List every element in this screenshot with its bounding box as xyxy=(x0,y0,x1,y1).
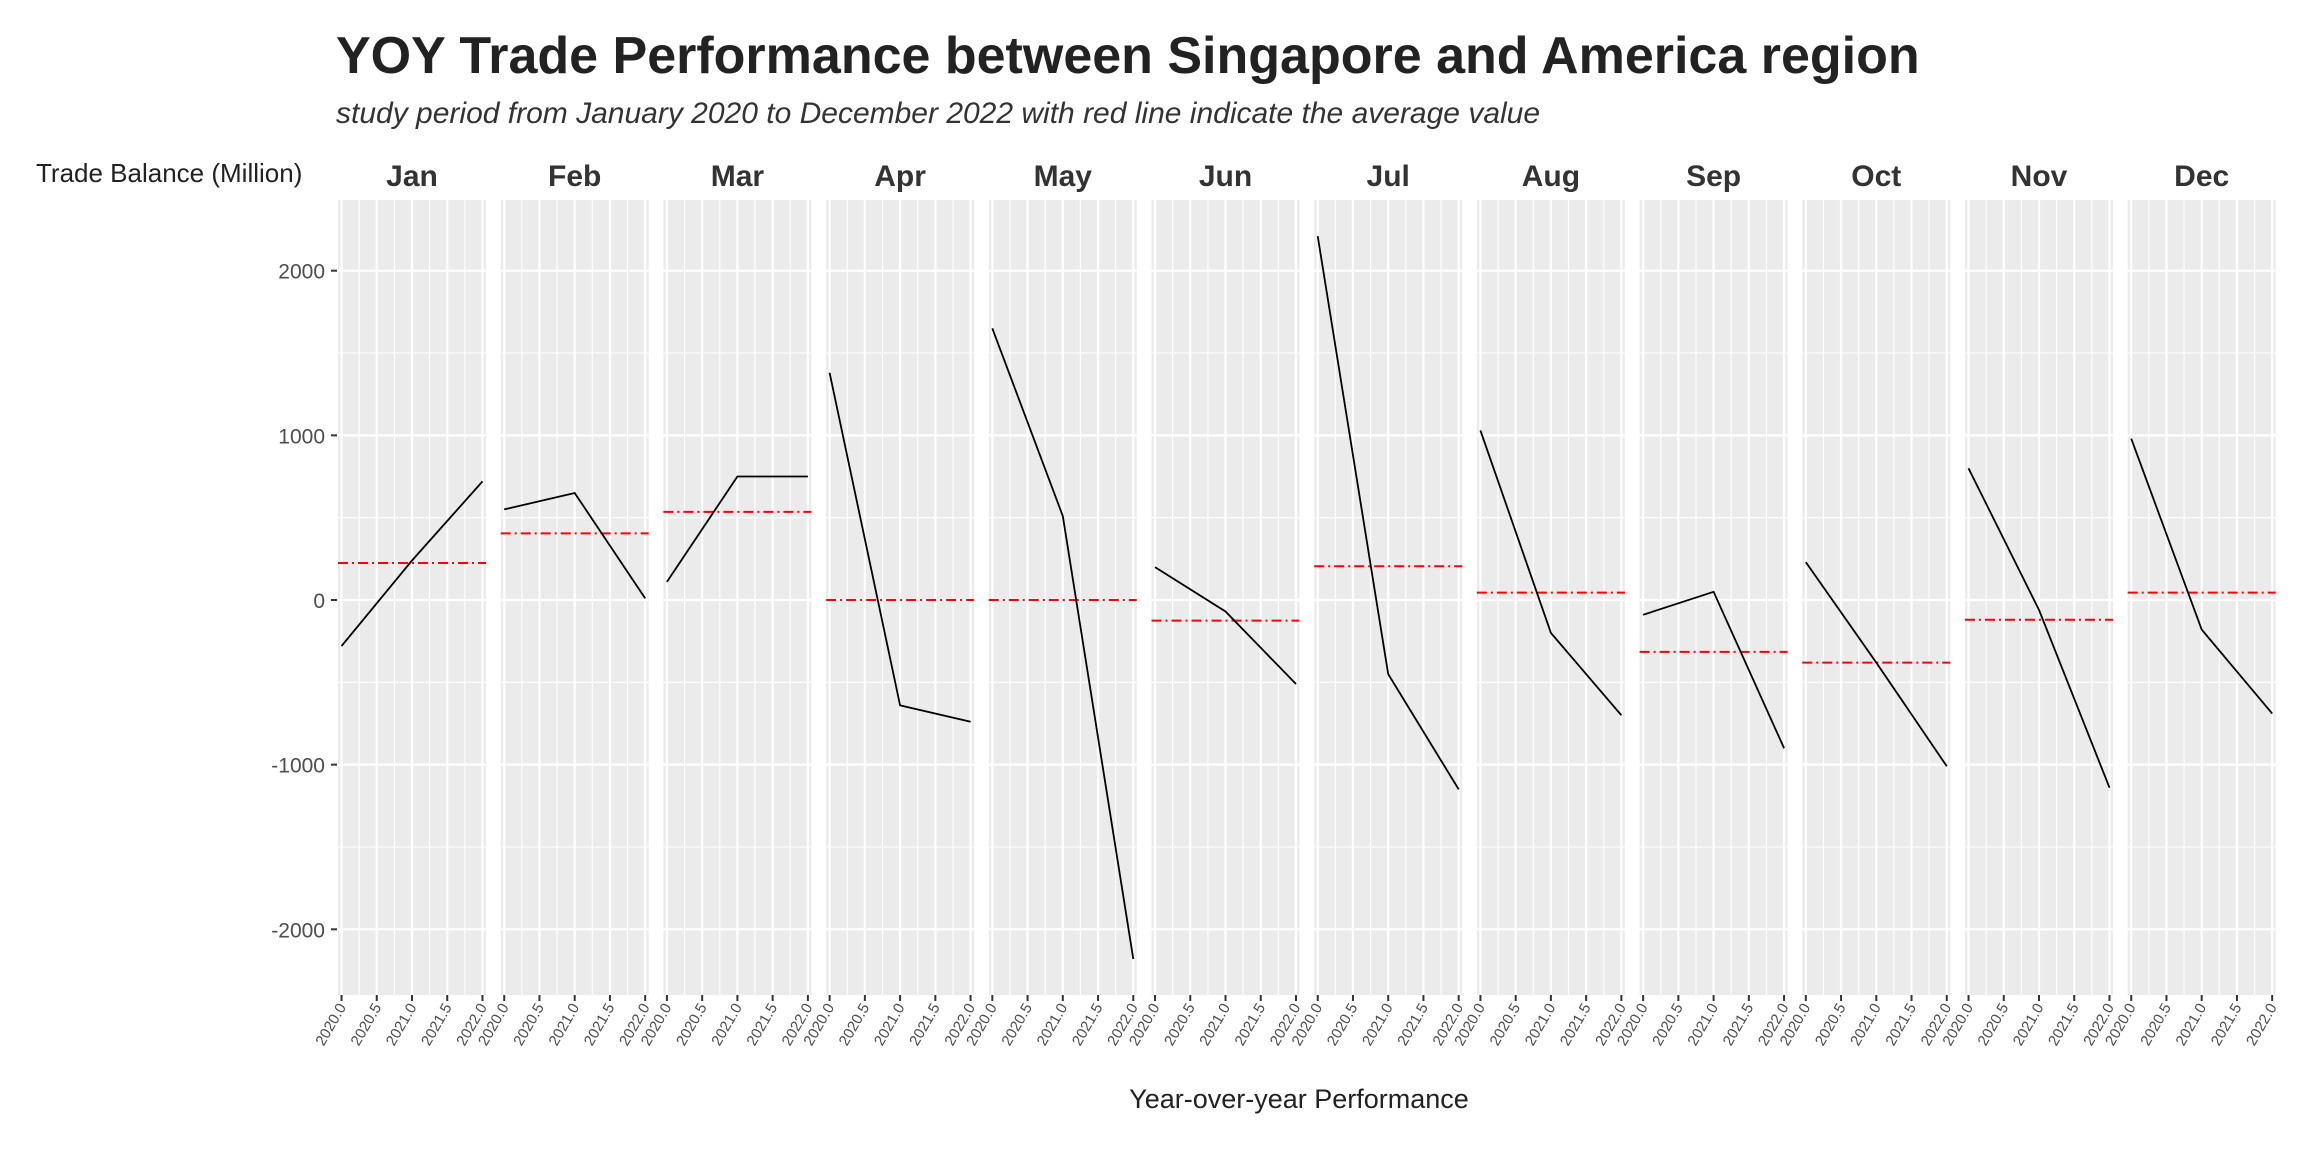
facet-label: Aug xyxy=(1522,160,1580,193)
facet-label: Feb xyxy=(548,160,601,193)
x-tick-label: 2020.0 xyxy=(312,1001,350,1049)
y-tick-label: 2000 xyxy=(278,261,325,284)
facet-label: Oct xyxy=(1851,160,1901,193)
facet-label: Jan xyxy=(386,160,438,193)
x-tick-label: 2021.0 xyxy=(2172,1001,2210,1049)
x-tick-label: 2020.5 xyxy=(1486,1001,1524,1049)
x-tick-label: 2020.5 xyxy=(1975,1001,2013,1049)
x-tick-label: 2021.5 xyxy=(743,1001,781,1049)
x-tick-label: 2020.5 xyxy=(836,1001,874,1049)
series-line xyxy=(991,327,1135,960)
x-tick-label: 2021.5 xyxy=(2045,1001,2083,1049)
x-tick-label: 2021.0 xyxy=(1684,1001,1722,1049)
x-tick-label: 2021.0 xyxy=(383,1001,421,1049)
x-tick-label: 2022.0 xyxy=(2243,1001,2281,1049)
y-tick-label: 0 xyxy=(313,590,325,613)
x-tick-label: 2021.0 xyxy=(1359,1001,1397,1049)
series-line xyxy=(1967,467,2111,789)
chart-subtitle: study period from January 2020 to Decemb… xyxy=(336,97,1541,130)
facet-label: Mar xyxy=(711,160,765,193)
x-axis-label: Year-over-year Performance xyxy=(1129,1084,1469,1114)
series-line xyxy=(340,480,484,647)
x-tick-label: 2021.5 xyxy=(581,1001,619,1049)
x-tick-label: 2021.0 xyxy=(1196,1001,1234,1049)
y-tick-label: -2000 xyxy=(271,919,325,942)
x-tick-label: 2021.5 xyxy=(418,1001,456,1049)
series-line xyxy=(828,372,971,723)
x-tick-label: 2021.0 xyxy=(545,1001,583,1049)
facet-label: Nov xyxy=(2011,160,2068,193)
x-tick-label: 2020.5 xyxy=(348,1001,386,1049)
series-line xyxy=(666,475,808,583)
x-tick-label: 2021.0 xyxy=(708,1001,746,1049)
facet-label: Jun xyxy=(1199,160,1252,193)
series-line xyxy=(1316,235,1460,790)
y-tick-label: 1000 xyxy=(278,425,325,448)
x-tick-label: 2020.5 xyxy=(998,1001,1036,1049)
series-line xyxy=(1154,566,1297,685)
x-tick-label: 2021.5 xyxy=(1232,1001,1270,1049)
x-tick-label: 2021.5 xyxy=(906,1001,944,1049)
series-line xyxy=(1805,561,1948,767)
x-tick-label: 2021.5 xyxy=(1069,1001,1107,1049)
x-tick-label: 2020.5 xyxy=(1324,1001,1362,1049)
x-tick-label: 2021.5 xyxy=(1394,1001,1432,1049)
x-tick-label: 2021.0 xyxy=(1847,1001,1885,1049)
x-tick-label: 2020.5 xyxy=(1161,1001,1199,1049)
x-tick-label: 2020.5 xyxy=(673,1001,711,1049)
x-tick-label: 2021.5 xyxy=(1882,1001,1920,1049)
x-tick-label: 2021.5 xyxy=(1557,1001,1595,1049)
x-tick-label: 2020.5 xyxy=(510,1001,548,1049)
facet-label: May xyxy=(1034,160,1093,193)
x-tick-label: 2021.0 xyxy=(871,1001,909,1049)
x-tick-label: 2021.0 xyxy=(1522,1001,1560,1049)
y-tick-label: -1000 xyxy=(271,755,325,778)
x-tick-label: 2020.5 xyxy=(1812,1001,1850,1049)
x-tick-label: 2021.5 xyxy=(2208,1001,2246,1049)
x-tick-label: 2021.0 xyxy=(1034,1001,1072,1049)
y-axis-label: Trade Balance (Million) xyxy=(36,158,303,188)
facet-label: Apr xyxy=(874,160,926,193)
facet-label: Dec xyxy=(2174,160,2229,193)
series-line xyxy=(1642,590,1785,749)
series-line xyxy=(1479,430,1623,716)
facet-label: Jul xyxy=(1367,160,1410,193)
x-tick-label: 2021.5 xyxy=(1720,1001,1758,1049)
x-tick-label: 2020.5 xyxy=(2137,1001,2175,1049)
x-tick-label: 2020.5 xyxy=(1649,1001,1687,1049)
series-line xyxy=(2130,438,2273,715)
x-tick-label: 2021.0 xyxy=(2010,1001,2048,1049)
series-line xyxy=(503,491,646,599)
chart-title: YOY Trade Performance between Singapore … xyxy=(336,27,1920,85)
facet-label: Sep xyxy=(1686,160,1741,193)
